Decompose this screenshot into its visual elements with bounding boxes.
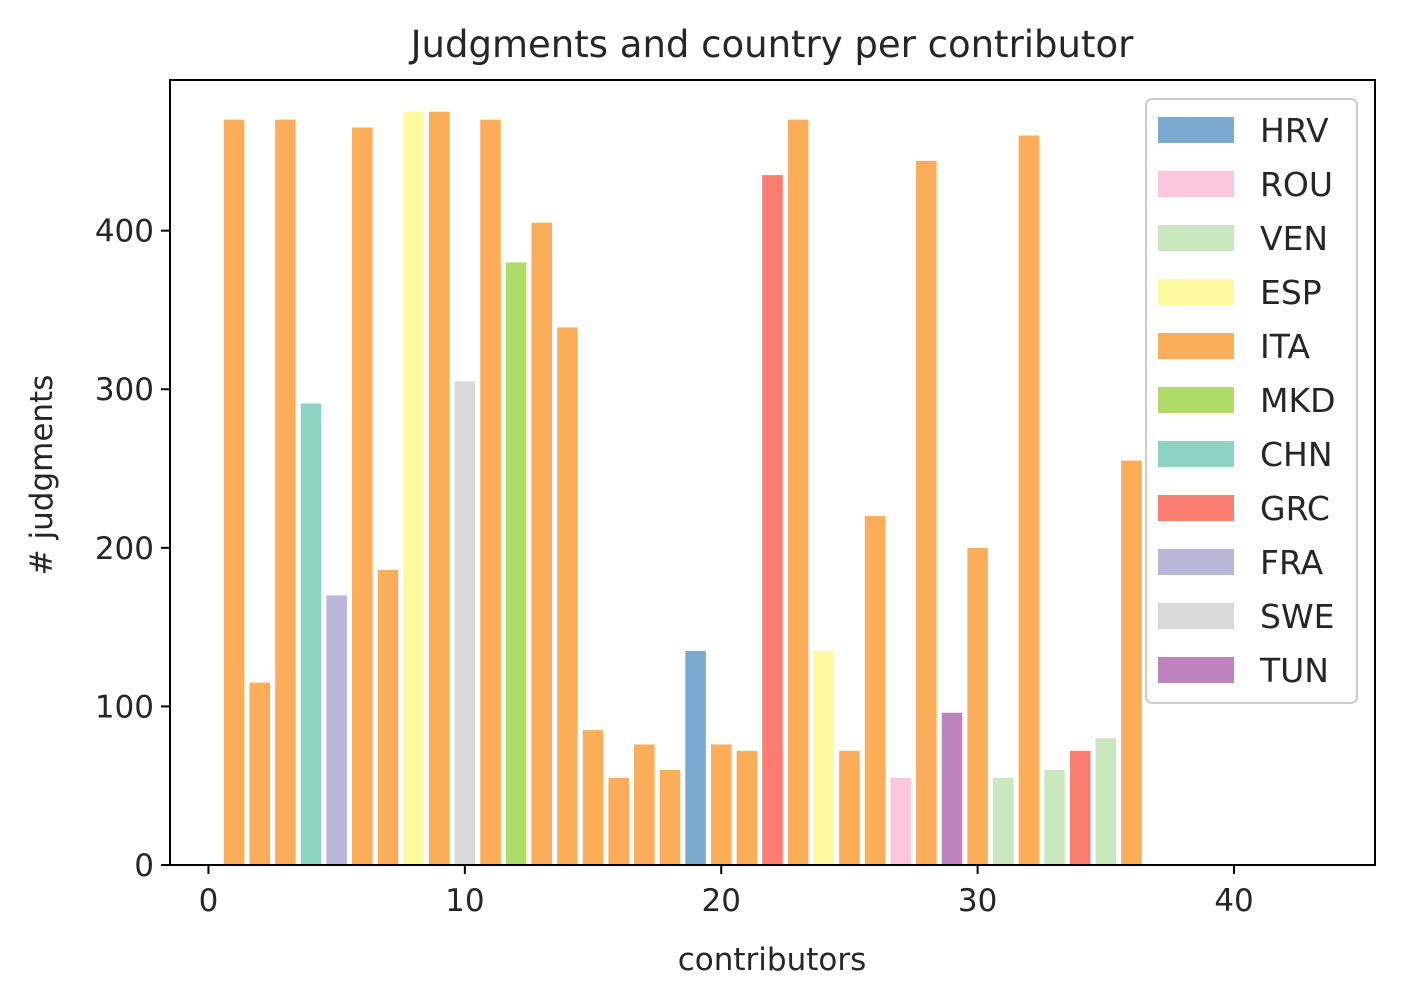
bar-ita-16: [608, 777, 629, 865]
y-tick-label: 300: [95, 372, 154, 408]
bar-mkd-12: [505, 262, 527, 865]
legend-label-hrv: HRV: [1260, 111, 1329, 150]
legend-swatch-hrv: [1158, 117, 1234, 143]
bar-ven-33: [1044, 769, 1065, 865]
legend-label-rou: ROU: [1260, 165, 1333, 204]
bar-ven-31: [992, 777, 1014, 865]
legend-swatch-chn: [1158, 441, 1234, 467]
plot-frame: [169, 79, 1376, 866]
x-tick-label: 0: [199, 883, 219, 919]
bar-ita-18: [659, 769, 681, 865]
bar-esp-8: [403, 111, 424, 866]
x-tick-label: 30: [958, 883, 997, 919]
bar-ita-2: [249, 682, 270, 865]
y-axis-label: # judgments: [24, 375, 60, 576]
legend-label-mkd: MKD: [1260, 381, 1336, 420]
bar-ita-20: [710, 744, 732, 865]
bar-fra-5: [326, 595, 347, 865]
bar-ita-7: [377, 570, 399, 865]
legend-swatch-esp: [1158, 279, 1234, 305]
bar-ita-14: [557, 327, 578, 866]
bar-hrv-19: [685, 650, 706, 865]
x-tick-label: 20: [701, 883, 740, 919]
legend-swatch-ita: [1158, 333, 1234, 359]
y-tick-label: 100: [95, 689, 154, 725]
bar-ita-32: [1018, 135, 1040, 865]
y-axis: 0 100 200 300 400: [95, 214, 170, 884]
legend-label-grc: GRC: [1260, 489, 1330, 528]
bar-ita-15: [582, 730, 604, 865]
legend: HRV ROU VEN ESP ITA MKD CHN GRC FRA SWE TUN: [1145, 98, 1358, 704]
legend-swatch-ven: [1158, 225, 1234, 251]
legend-label-esp: ESP: [1260, 273, 1322, 312]
legend-label-ita: ITA: [1260, 327, 1310, 366]
y-tick-label: 0: [134, 848, 154, 884]
legend-label-tun: TUN: [1259, 651, 1329, 690]
bar-ita-6: [352, 127, 373, 866]
bar-ita-9: [428, 111, 450, 866]
x-tick-label: 10: [445, 883, 484, 919]
legend-swatch-swe: [1158, 603, 1234, 629]
y-tick-label: 200: [95, 531, 154, 567]
bar-ita-3: [275, 119, 296, 865]
legend-label-swe: SWE: [1260, 597, 1334, 636]
bar-swe-10: [454, 381, 476, 865]
legend-swatch-grc: [1158, 495, 1234, 521]
bar-ita-28: [916, 160, 937, 865]
bar-grc-22: [762, 175, 783, 866]
x-axis: 0 10 20 30 40: [199, 865, 1254, 919]
bar-ita-1: [223, 119, 245, 865]
legend-swatch-rou: [1158, 171, 1234, 197]
bar-rou-27: [890, 777, 911, 865]
legend-label-ven: VEN: [1260, 219, 1328, 258]
bar-chn-4: [300, 403, 322, 865]
legend-swatch-tun: [1158, 657, 1234, 683]
bar-grc-34: [1069, 750, 1091, 865]
chart-title: Judgments and country per contributor: [409, 23, 1134, 66]
bar-ita-13: [531, 222, 553, 865]
legend-swatch-fra: [1158, 549, 1234, 575]
x-tick-label: 40: [1214, 883, 1253, 919]
bars-layer: [223, 111, 1142, 866]
bar-ita-26: [864, 516, 886, 865]
bar-ita-11: [480, 119, 501, 865]
legend-label-chn: CHN: [1260, 435, 1333, 474]
bar-ita-25: [839, 750, 860, 865]
bar-ita-36: [1121, 460, 1142, 865]
bar-ven-35: [1095, 738, 1117, 865]
y-tick-label: 400: [95, 214, 154, 250]
bar-ita-30: [967, 547, 988, 865]
x-axis-label: contributors: [678, 942, 867, 978]
bar-ita-21: [736, 750, 758, 865]
bar-tun-29: [941, 712, 963, 865]
bar-esp-24: [813, 650, 835, 865]
bar-ita-23: [787, 119, 809, 865]
legend-label-fra: FRA: [1260, 543, 1324, 582]
bar-ita-17: [634, 744, 655, 865]
legend-swatch-mkd: [1158, 387, 1234, 413]
